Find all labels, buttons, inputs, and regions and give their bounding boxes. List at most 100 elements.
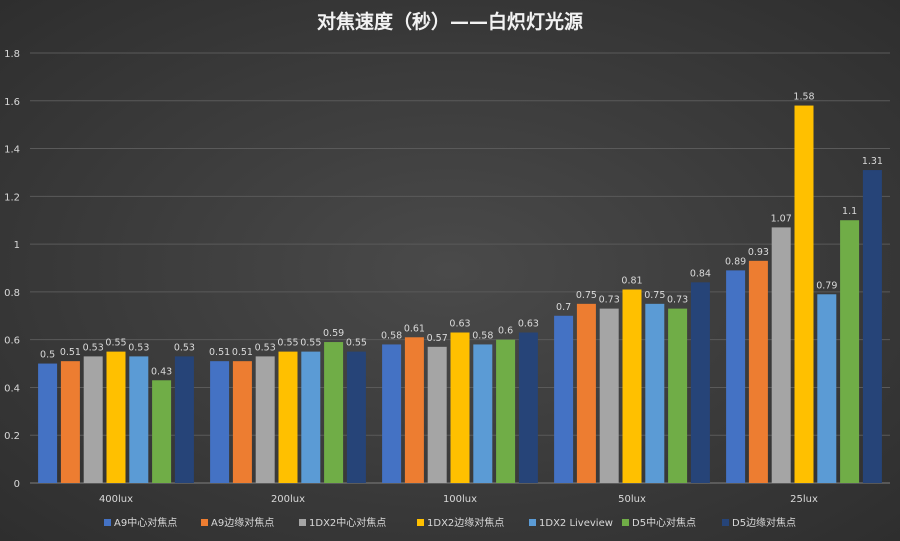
legend-swatch [299, 519, 306, 526]
bar [862, 170, 882, 484]
legend-swatch [722, 519, 729, 526]
legend-label: 1DX2边缘对焦点 [427, 516, 504, 529]
y-tick-label: 1.2 [4, 192, 20, 203]
bar [278, 351, 298, 483]
legend-swatch [201, 519, 208, 526]
bar [690, 282, 710, 483]
x-tick-label: 25lux [790, 494, 818, 505]
data-label: 0.43 [151, 366, 172, 377]
legend: A9中心对焦点 A9边缘对焦点 1DX2中心对焦点 1DX2边缘对焦点 1DX2 Liv… [104, 516, 796, 529]
data-label: 0.51 [209, 347, 230, 358]
data-label: 0.59 [323, 328, 344, 339]
bar [622, 289, 642, 483]
bar [346, 351, 366, 483]
legend-label: D5边缘对焦点 [732, 516, 796, 529]
bar [255, 356, 275, 483]
y-tick-label: 1.6 [4, 97, 20, 108]
data-label: 1.31 [862, 156, 883, 167]
y-tick-label: 0.2 [4, 431, 20, 442]
x-tick-label: 200lux [271, 494, 305, 505]
bar [38, 363, 58, 483]
x-tick-label: 400lux [99, 494, 133, 505]
bar [404, 337, 424, 483]
y-tick-label: 1 [14, 240, 20, 251]
data-label: 0.63 [449, 319, 470, 330]
bars: 0.5 0.51 0.53 0.55 0.530.430.53 0.51 0.51 0.53 0… [38, 92, 883, 484]
bar [645, 303, 665, 483]
bar [83, 356, 103, 483]
legend-swatch [417, 519, 424, 526]
data-label: 0.7 [556, 302, 571, 313]
bar [152, 380, 172, 483]
bar [301, 351, 321, 483]
data-label: 1.07 [771, 213, 792, 224]
data-label: 0.58 [381, 330, 402, 341]
legend-swatch [622, 519, 629, 526]
data-label: 0.55 [346, 338, 367, 349]
data-label: 0.57 [427, 333, 448, 344]
legend-swatch [104, 519, 111, 526]
y-tick-label: 0.4 [4, 383, 20, 394]
data-label: 0.84 [690, 268, 711, 279]
bar [554, 315, 574, 483]
bar [106, 351, 126, 483]
bar [427, 346, 447, 483]
legend-label: D5中心对焦点 [632, 516, 696, 529]
legend-swatch [529, 519, 536, 526]
x-tick-label: 50lux [618, 494, 646, 505]
bar [324, 342, 344, 483]
bar [599, 308, 619, 483]
chart-title: 对焦速度（秒）——白炽灯光源 [317, 10, 583, 33]
y-tick-label: 0 [14, 479, 20, 490]
data-label: 0.53 [174, 342, 195, 353]
data-label: 0.89 [725, 256, 746, 267]
data-label: 0.53 [128, 342, 149, 353]
y-tick-label: 1.4 [4, 145, 20, 156]
data-label: 0.61 [404, 323, 425, 334]
bar [473, 344, 493, 483]
bar [382, 344, 402, 483]
bar [232, 361, 252, 483]
data-label: 0.51 [60, 347, 81, 358]
x-tick-label: 100lux [443, 494, 477, 505]
bar [576, 303, 596, 483]
data-label: 0.55 [300, 338, 321, 349]
data-label: 0.81 [621, 276, 642, 287]
legend-label: A9边缘对焦点 [211, 516, 274, 529]
data-label: 0.6 [498, 326, 513, 337]
legend-label: 1DX2 Liveview [539, 518, 613, 529]
data-label: 0.53 [83, 342, 104, 353]
bar [726, 270, 746, 483]
y-tick-label: 0.6 [4, 336, 20, 347]
bar [794, 105, 814, 484]
bar [450, 332, 470, 483]
gridlines [30, 52, 890, 484]
data-label: 0.53 [255, 342, 276, 353]
data-label: 0.73 [599, 295, 620, 306]
y-tick-label: 1.8 [4, 49, 20, 60]
legend-label: 1DX2中心对焦点 [309, 516, 386, 529]
data-label: 0.73 [667, 295, 688, 306]
bar [129, 356, 149, 483]
data-label: 0.75 [644, 290, 665, 301]
bar [817, 294, 837, 483]
data-label: 0.79 [816, 280, 837, 291]
data-label: 0.55 [277, 338, 298, 349]
bar [496, 339, 516, 483]
data-label: 0.55 [105, 338, 126, 349]
bar [668, 308, 688, 483]
bar [840, 220, 860, 483]
data-label: 0.58 [472, 330, 493, 341]
legend-label: A9中心对焦点 [114, 516, 177, 529]
data-label: 0.75 [576, 290, 597, 301]
bar [518, 332, 538, 483]
data-label: 1.58 [793, 92, 814, 103]
data-label: 0.63 [518, 319, 539, 330]
x-axis: 400lux 200lux 100lux 50lux 25lux [99, 494, 818, 505]
bar [60, 361, 80, 483]
bar [748, 260, 768, 483]
data-label: 0.5 [40, 350, 55, 361]
y-tick-label: 0.8 [4, 288, 20, 299]
data-label: 1.1 [842, 206, 857, 217]
